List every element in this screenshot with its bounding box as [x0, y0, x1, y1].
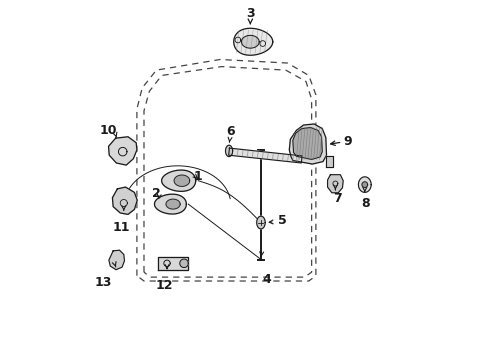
Polygon shape — [362, 182, 368, 188]
Text: 12: 12 — [155, 279, 173, 292]
Text: 7: 7 — [333, 192, 342, 206]
Polygon shape — [293, 127, 322, 159]
Text: 10: 10 — [99, 124, 117, 137]
Polygon shape — [112, 187, 137, 215]
Polygon shape — [158, 257, 188, 270]
Text: 9: 9 — [343, 135, 352, 148]
Polygon shape — [242, 35, 259, 48]
Polygon shape — [180, 259, 188, 267]
Polygon shape — [154, 194, 186, 214]
Polygon shape — [166, 199, 180, 209]
Text: 5: 5 — [278, 214, 286, 227]
Polygon shape — [229, 148, 302, 163]
Polygon shape — [289, 124, 326, 164]
Polygon shape — [109, 250, 124, 270]
Polygon shape — [328, 175, 343, 193]
Text: 4: 4 — [262, 273, 271, 286]
Text: 2: 2 — [152, 187, 161, 200]
Polygon shape — [225, 145, 233, 157]
Text: 8: 8 — [361, 197, 370, 210]
Polygon shape — [234, 28, 273, 55]
Polygon shape — [257, 216, 265, 229]
Polygon shape — [359, 177, 371, 192]
Text: 13: 13 — [95, 276, 112, 289]
Text: 3: 3 — [246, 7, 255, 20]
Text: 6: 6 — [226, 125, 235, 138]
Polygon shape — [109, 137, 137, 165]
Text: 11: 11 — [113, 221, 130, 234]
Polygon shape — [174, 175, 190, 186]
Text: 1: 1 — [194, 170, 202, 183]
Polygon shape — [162, 170, 196, 191]
Polygon shape — [326, 156, 333, 167]
